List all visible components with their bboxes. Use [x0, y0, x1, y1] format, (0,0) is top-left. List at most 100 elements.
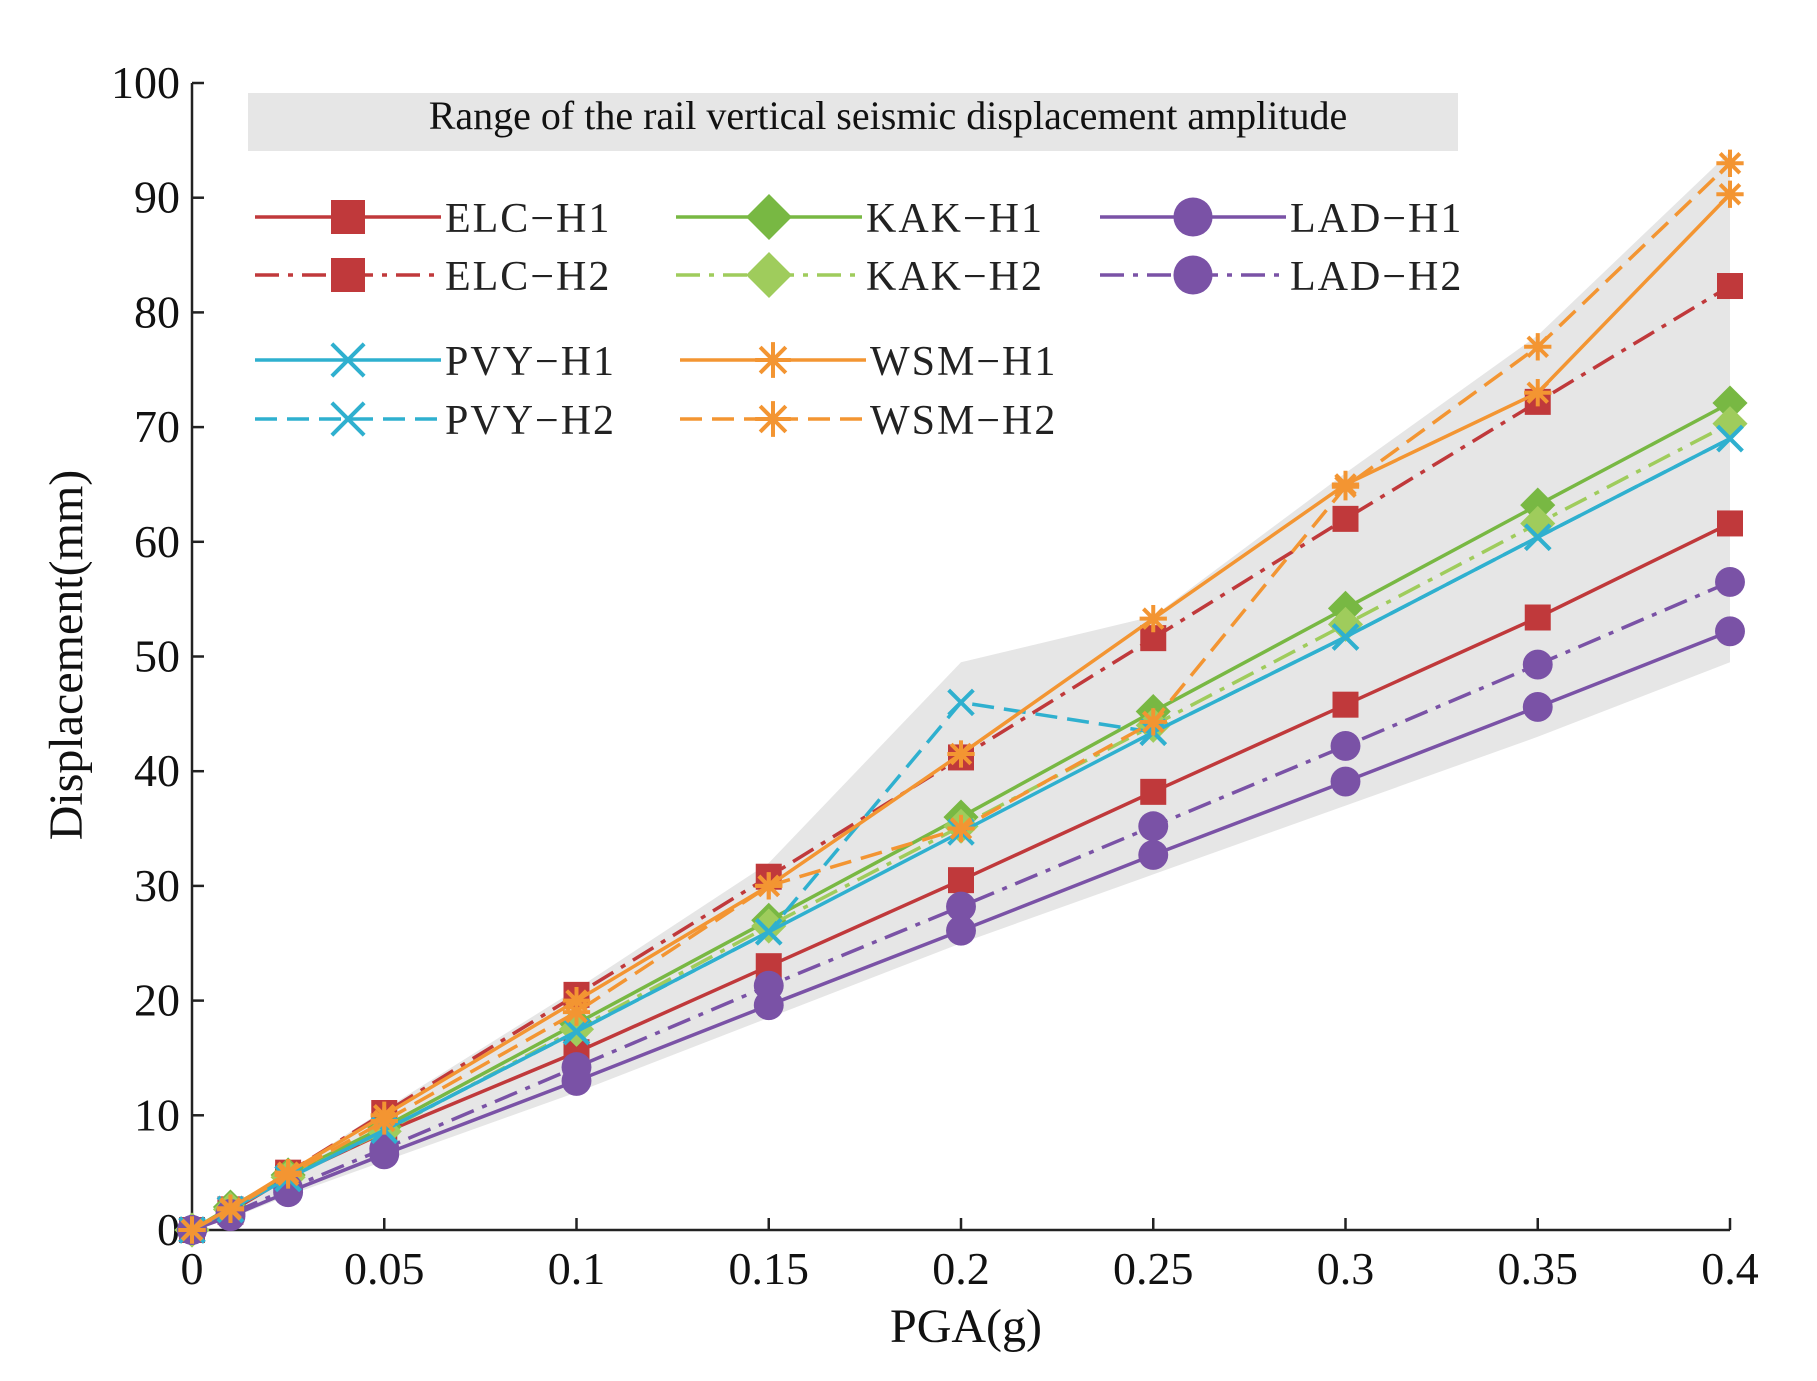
legend-label-wsm-h1: WSM−H1 — [870, 339, 1057, 385]
legend-label-elc-h1: ELC−H1 — [445, 196, 611, 242]
data-point-wsm-h2 — [1716, 149, 1744, 177]
legend-marker-lad-h1 — [1173, 197, 1213, 237]
data-point-kak-h1 — [1520, 487, 1556, 523]
legend-marker-lad-h2 — [1173, 255, 1213, 295]
data-point-pvy-h2 — [1716, 424, 1744, 453]
data-point-wsm-h2 — [370, 1107, 398, 1135]
data-point-lad-h1 — [1138, 839, 1169, 870]
legend-marker-wsm-h1 — [755, 342, 791, 378]
x-tick-label: 0.2 — [932, 1243, 990, 1294]
x-axis-label: PGA(g) — [890, 1300, 1042, 1353]
legend-item-pvy-h1: PVY−H1 — [255, 339, 616, 385]
range-band-layer — [192, 93, 1730, 1230]
data-point-wsm-h2 — [562, 998, 591, 1026]
x-tick-label: 0.05 — [344, 1243, 425, 1294]
legend-label-lad-h1: LAD−H1 — [1290, 196, 1463, 242]
data-point-wsm-h1 — [1716, 180, 1744, 208]
data-point-wsm-h2 — [947, 814, 975, 843]
data-point-elc-h1 — [1717, 510, 1743, 537]
data-point-lad-h2 — [1138, 811, 1169, 842]
data-point-wsm-h2 — [1524, 333, 1552, 361]
y-tick-label: 60 — [134, 516, 180, 567]
series-layer — [174, 149, 1748, 1248]
legend-label-kak-h1: KAK−H1 — [866, 196, 1044, 242]
data-point-pvy-h2 — [1523, 523, 1552, 551]
data-point-pvy-h2 — [1331, 623, 1360, 651]
data-point-lad-h2 — [369, 1133, 400, 1164]
data-point-elc-h1 — [1524, 604, 1551, 631]
data-point-elc-h2 — [1717, 273, 1743, 300]
x-tick-label: 0.1 — [548, 1243, 606, 1294]
data-point-pvy-h2 — [947, 688, 975, 717]
legend-label-kak-h2: KAK−H2 — [866, 254, 1044, 300]
data-point-kak-h1 — [1712, 385, 1748, 421]
x-tick-label: 0.4 — [1701, 1243, 1759, 1294]
legend-marker-elc-h2 — [331, 258, 365, 292]
legend-item-lad-h1: LAD−H1 — [1100, 196, 1463, 242]
data-point-kak-h2 — [1520, 505, 1556, 541]
series-line-kak-h2 — [191, 422, 1731, 1232]
data-point-lad-h1 — [1522, 692, 1553, 722]
x-tick-label: 0.25 — [1113, 1243, 1194, 1294]
x-tick-label: 0.15 — [729, 1243, 810, 1294]
legend-item-pvy-h2: PVY−H2 — [255, 398, 614, 444]
y-tick-label: 10 — [134, 1089, 180, 1140]
data-point-lad-h1 — [1330, 766, 1361, 797]
y-tick-label: 70 — [134, 401, 180, 452]
y-tick-label: 20 — [134, 975, 180, 1026]
data-point-wsm-h2 — [1331, 473, 1360, 501]
range-band — [192, 151, 1730, 1230]
legend-item-wsm-h1: WSM−H1 — [680, 339, 1057, 385]
data-point-elc-h1 — [1332, 691, 1359, 718]
series-lad-h2 — [177, 566, 1745, 1245]
data-point-elc-h1 — [948, 867, 974, 894]
legend-item-lad-h2: LAD−H2 — [1100, 254, 1463, 300]
y-tick-label: 90 — [134, 172, 180, 223]
legend-item-kak-h2: KAK−H2 — [676, 252, 1044, 300]
legend-item-kak-h1: KAK−H1 — [676, 194, 1044, 242]
data-point-wsm-h1 — [947, 740, 975, 768]
data-point-wsm-h1 — [1139, 604, 1167, 633]
data-point-lad-h2 — [753, 970, 784, 1001]
band-label: Range of the rail vertical seismic displ… — [429, 93, 1348, 138]
legend-label-pvy-h1: PVY−H1 — [445, 339, 616, 385]
legend-marker-pvy-h1 — [330, 342, 366, 378]
data-point-lad-h1 — [946, 915, 976, 946]
y-axis-label: Displacement(mm) — [40, 470, 93, 841]
series-wsm-h2 — [178, 149, 1744, 1244]
data-point-wsm-h2 — [274, 1161, 302, 1189]
data-point-lad-h2 — [561, 1052, 592, 1083]
legend-marker-kak-h1 — [746, 194, 792, 240]
y-tick-label: 80 — [134, 286, 180, 337]
y-tick-label: 100 — [111, 57, 180, 108]
y-tick-label: 0 — [157, 1204, 180, 1255]
data-point-lad-h2 — [1330, 731, 1361, 761]
x-tick-label: 0.3 — [1317, 1243, 1375, 1294]
data-point-wsm-h2 — [755, 872, 783, 900]
legend-item-elc-h2: ELC−H2 — [255, 254, 611, 300]
data-point-elc-h2 — [1332, 505, 1359, 532]
y-tick-label: 50 — [134, 631, 180, 682]
data-point-wsm-h2 — [1139, 708, 1167, 736]
y-tick-label: 30 — [134, 860, 180, 911]
legend-marker-wsm-h2 — [755, 401, 791, 437]
axes: 0 0.05 0.1 0.15 0.2 0.25 0.3 0.35 0.4 0 10 20 30 40 50… — [111, 57, 1759, 1294]
legend: ELC−H1 KAK−H1 LAD−H1 ELC−H2 KAK−H2 LAD−H2 PVY−… — [255, 194, 1463, 444]
x-tick-label: 0.35 — [1498, 1243, 1579, 1294]
data-point-pvy-h2 — [562, 1017, 591, 1046]
band-label-background — [248, 93, 1458, 151]
data-point-lad-h2 — [1522, 649, 1553, 680]
data-point-lad-h2 — [946, 891, 976, 922]
data-point-lad-h1 — [1715, 616, 1745, 647]
series-line-wsm-h2 — [191, 162, 1732, 1232]
data-point-wsm-h2 — [178, 1216, 206, 1244]
data-point-elc-h1 — [1140, 778, 1167, 805]
legend-label-lad-h2: LAD−H2 — [1290, 254, 1463, 300]
legend-item-elc-h1: ELC−H1 — [255, 196, 611, 242]
data-point-kak-h2 — [1712, 406, 1748, 442]
y-tick-label: 40 — [134, 745, 180, 796]
data-point-pvy-h2 — [754, 918, 783, 946]
legend-label-elc-h2: ELC−H2 — [445, 254, 611, 300]
